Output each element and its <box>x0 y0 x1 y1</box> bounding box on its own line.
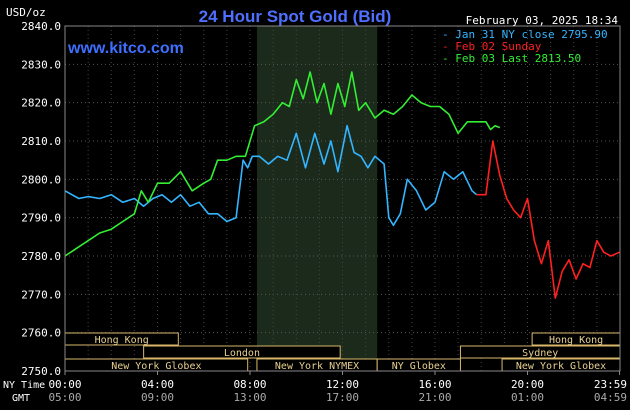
y-tick-label: 2840.0 <box>21 20 61 33</box>
series-line-1 <box>476 140 620 300</box>
y-tick-label: 2780.0 <box>21 250 61 263</box>
session-bar <box>143 345 341 359</box>
y-tick-label: 2770.0 <box>21 288 61 301</box>
nymex-session-shade <box>256 26 378 371</box>
x-tick-label-gmt: 01:00 <box>511 391 544 404</box>
x-tick-label-gmt: 05:00 <box>48 391 81 404</box>
legend-item-feb03: - Feb 03 Last 2813.50 <box>442 52 581 65</box>
plot-frame <box>64 25 621 372</box>
session-label: New York Globex <box>516 361 606 372</box>
session-label: New York NYMEX <box>275 361 359 372</box>
x-tick-label-ny: 08:00 <box>233 378 266 391</box>
legend-item-feb02: - Feb 02 Sunday <box>442 40 542 53</box>
date-stamp: February 03, 2025 18:34 <box>466 14 619 27</box>
session-label: NY Globex <box>392 361 446 372</box>
x-tick-label-ny: 16:00 <box>418 378 451 391</box>
x-tick-label-ny: 04:00 <box>141 378 174 391</box>
site-watermark: www.kitco.com <box>67 40 184 57</box>
gmt-label: GMT <box>12 393 30 404</box>
session-label: Hong Kong <box>95 335 149 346</box>
x-tick-label-ny: 12:00 <box>326 378 359 391</box>
chart-title: 24 Hour Spot Gold (Bid) <box>199 7 392 26</box>
x-tick-label-gmt: 09:00 <box>141 391 174 404</box>
x-tick-label-gmt: 21:00 <box>418 391 451 404</box>
session-label: Hong Kong <box>549 335 603 346</box>
y-tick-label: 2760.0 <box>21 327 61 340</box>
x-tick-label-gmt: 04:59 <box>594 391 627 404</box>
y-tick-label: 2820.0 <box>21 97 61 110</box>
x-tick-label-ny: 20:00 <box>511 378 544 391</box>
series-line-0 <box>64 124 478 227</box>
y-tick-label: 2810.0 <box>21 135 61 148</box>
y-tick-label: 2830.0 <box>21 58 61 71</box>
ny-time-label: NY Time <box>3 380 45 391</box>
y-axis-unit-label: USD/oz <box>6 6 46 19</box>
y-tick-label: 2750.0 <box>21 365 61 378</box>
x-tick-label-ny: 23:59 <box>594 378 627 391</box>
legend-item-jan31: - Jan 31 NY close 2795.90 <box>442 28 608 41</box>
legend: - Jan 31 NY close 2795.90 - Feb 02 Sunda… <box>442 28 608 65</box>
y-tick-label: 2790.0 <box>21 212 61 225</box>
x-tick-label-gmt: 17:00 <box>326 391 359 404</box>
session-label: Sydney <box>522 348 558 359</box>
session-label: New York Globex <box>111 361 201 372</box>
x-tick-label-ny: 00:00 <box>48 378 81 391</box>
series-line-2 <box>64 71 501 257</box>
session-label: London <box>224 348 260 359</box>
x-tick-label-gmt: 13:00 <box>233 391 266 404</box>
y-tick-label: 2800.0 <box>21 173 61 186</box>
